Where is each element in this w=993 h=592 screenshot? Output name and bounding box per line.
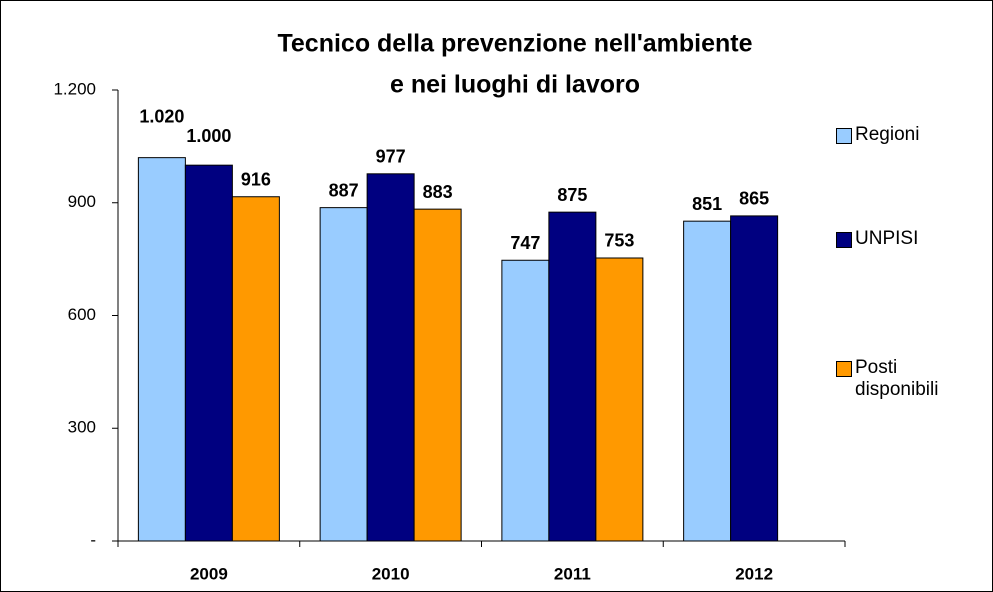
data-label: 887	[329, 180, 359, 200]
bar	[595, 257, 644, 542]
data-label: 1.020	[139, 106, 184, 126]
legend-label: Posti disponibili	[855, 357, 939, 400]
legend-swatch	[836, 232, 852, 248]
y-tick-label: -	[90, 530, 96, 549]
data-label: 747	[510, 233, 540, 253]
data-label: 753	[604, 231, 634, 251]
bar	[319, 207, 368, 542]
legend-item: Regioni	[836, 124, 985, 146]
bar	[501, 259, 550, 542]
data-label: 875	[557, 185, 587, 205]
bar	[366, 173, 415, 542]
bar	[413, 208, 462, 542]
data-label: 865	[739, 189, 769, 209]
legend-swatch	[836, 128, 852, 144]
y-tick-label: 1.200	[53, 79, 96, 98]
x-tick-label: 2012	[735, 564, 773, 583]
data-label: 977	[376, 147, 406, 167]
bar	[137, 157, 186, 542]
data-label: 851	[692, 194, 722, 214]
data-label: 916	[241, 169, 271, 189]
bar	[548, 211, 597, 542]
legend-item: UNPISI	[836, 228, 985, 250]
chart-title: Tecnico della prevenzione nell'ambiente	[277, 30, 752, 58]
legend-label: UNPISI	[855, 228, 919, 249]
y-tick-label: 600	[68, 305, 96, 324]
data-label: 883	[423, 182, 453, 202]
x-tick-label: 2009	[190, 564, 228, 583]
legend-swatch	[836, 361, 852, 377]
bar	[184, 164, 233, 542]
bar	[683, 220, 732, 542]
x-tick-label: 2010	[372, 564, 410, 583]
bar	[231, 196, 280, 542]
x-tick-label: 2011	[554, 564, 591, 583]
y-tick-label: 900	[68, 192, 96, 211]
legend-item: Posti disponibili	[836, 357, 955, 401]
chart-title: e nei luoghi di lavoro	[390, 71, 640, 99]
data-label: 1.000	[186, 126, 231, 146]
legend-label: Regioni	[855, 124, 920, 145]
y-tick-label: 300	[68, 418, 96, 437]
bar	[730, 215, 779, 542]
